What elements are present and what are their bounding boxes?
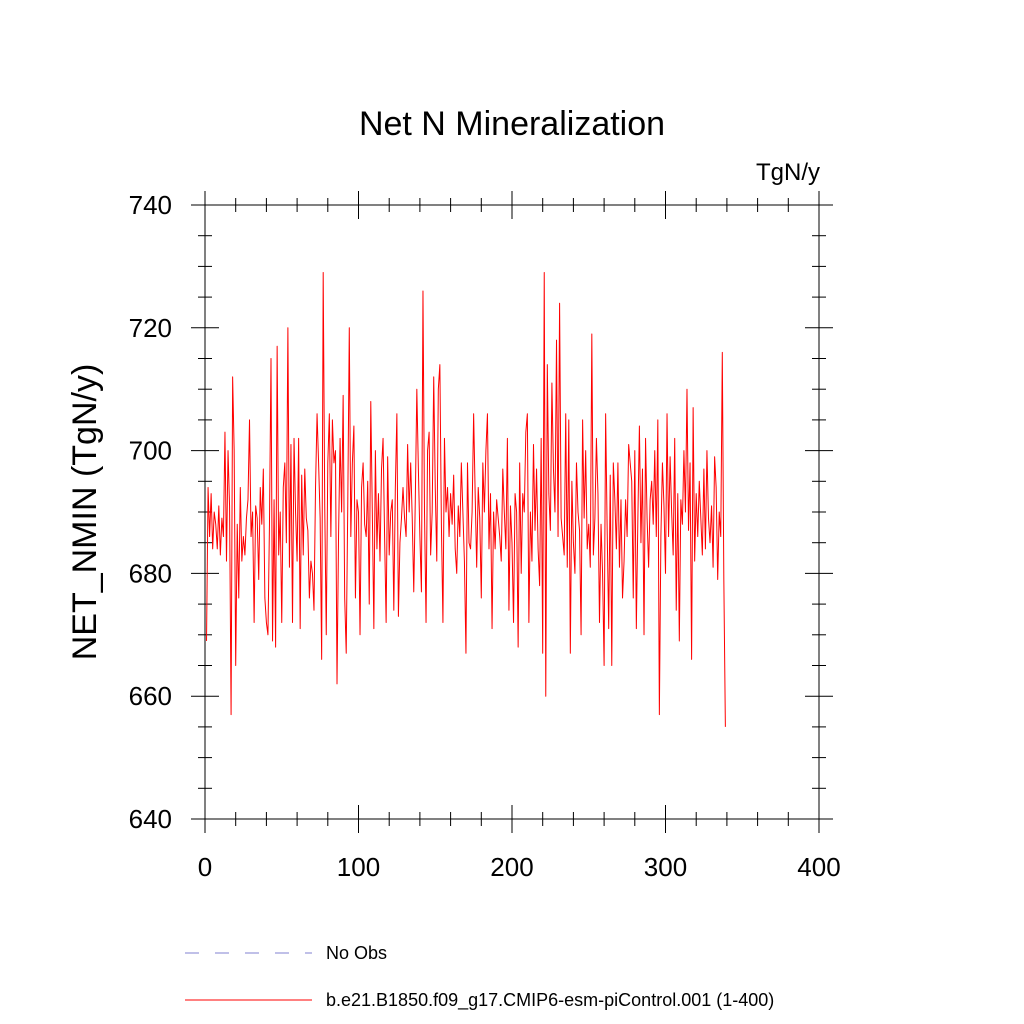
y-tick-label: 720 [129,313,172,343]
y-tick-label: 700 [129,436,172,466]
y-tick-label: 740 [129,190,172,220]
legend-label-no-obs: No Obs [326,943,387,963]
axis-tick-labels: 0 100 200 300 400 640 660 680 700 720 740 [129,190,841,882]
y-axis-label: NET_NMIN (TgN/y) [66,364,104,661]
x-tick-label: 300 [644,852,687,882]
y-tick-label: 660 [129,681,172,711]
legend: No Obs b.e21.B1850.f09_g17.CMIP6-esm-piC… [185,943,774,1011]
x-tick-label: 0 [198,852,212,882]
legend-label-model: b.e21.B1850.f09_g17.CMIP6-esm-piControl.… [326,990,774,1011]
y-tick-label: 640 [129,804,172,834]
plot-frame [204,204,820,820]
y-tick-label: 680 [129,558,172,588]
units-label: TgN/y [756,159,820,186]
x-tick-label: 200 [490,852,533,882]
series-line [206,272,726,727]
x-tick-label: 400 [797,852,840,882]
x-tick-label: 100 [337,852,380,882]
axis-ticks [191,191,833,833]
chart-title: Net N Mineralization [359,105,665,143]
series-layer [206,272,726,727]
